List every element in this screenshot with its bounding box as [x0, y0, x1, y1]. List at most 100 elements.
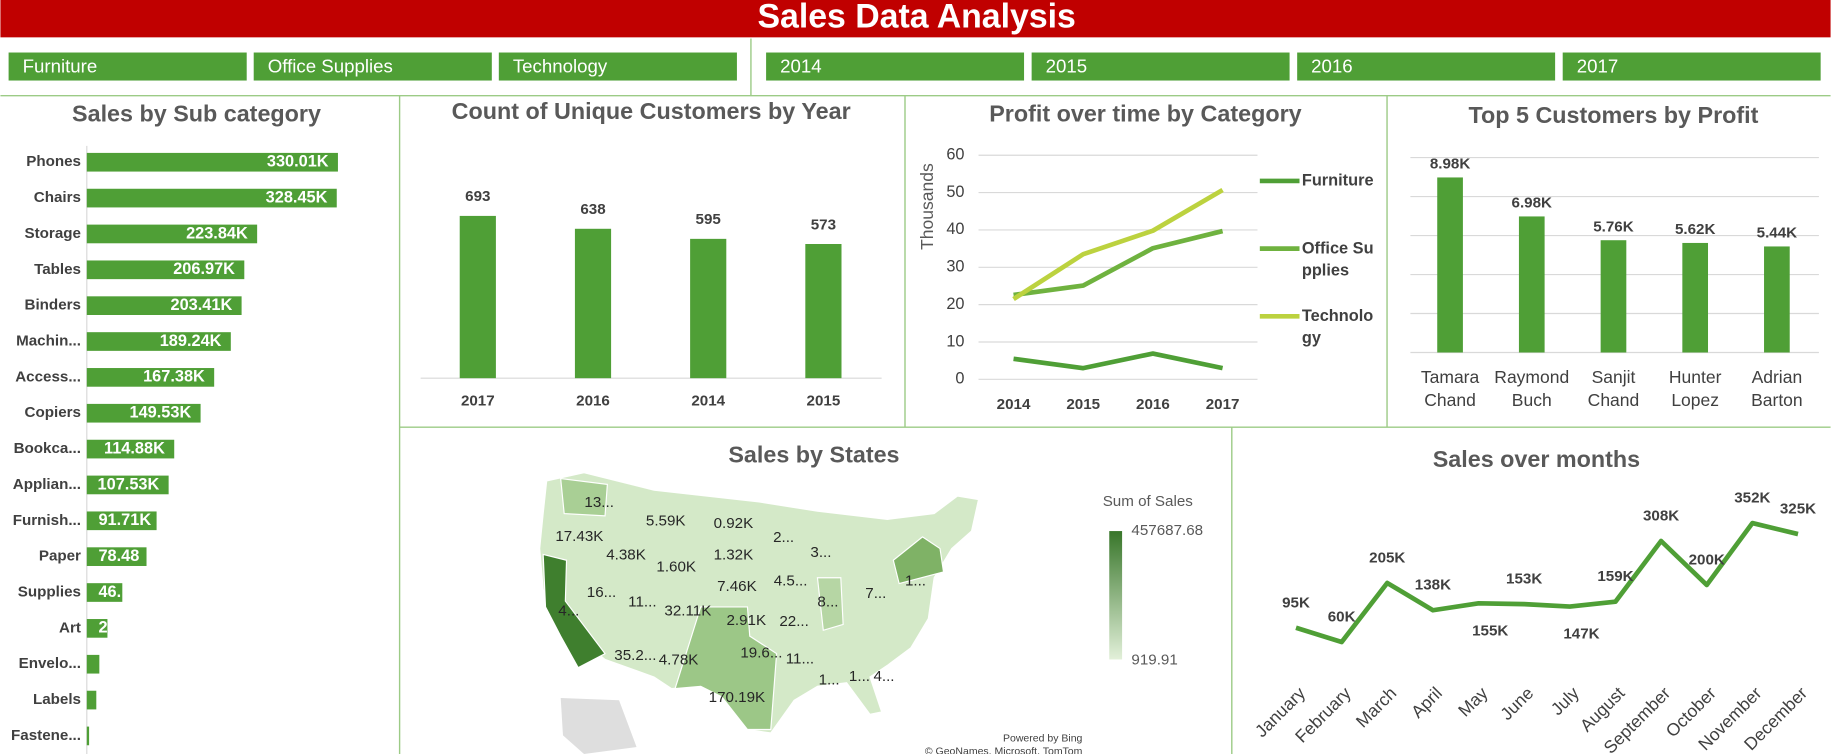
x-tick-label: Raymond Buch [1494, 367, 1570, 411]
slicer-button[interactable] [8, 52, 247, 81]
x-tick-label: Hunter Lopez [1668, 367, 1722, 411]
slicer-label[interactable]: 2016 [1311, 56, 1353, 77]
data-label: 573 [811, 216, 836, 233]
data-label: 352K [1734, 490, 1770, 507]
x-tick-label: Adrian Barton [1751, 367, 1803, 411]
y-tick-label: Access... [15, 368, 81, 385]
legend-title: Sum of Sales [1103, 493, 1194, 510]
x-tick-label-box: Tamara Chand [1420, 367, 1480, 411]
data-label: 638 [580, 201, 605, 218]
x-tick-label: May [1454, 683, 1492, 721]
bar [1600, 240, 1627, 353]
data-label: 46. [98, 583, 121, 601]
slicer-button[interactable] [498, 52, 737, 81]
x-tick-label: 2016 [1136, 396, 1170, 413]
legend-label-box: Furniture [1301, 170, 1374, 190]
state-label: 8... [817, 593, 838, 610]
x-tick-label: March [1352, 683, 1401, 732]
chart-title: Profit over time by Category [989, 101, 1301, 127]
line-series [1013, 351, 1224, 371]
y-tick-label: Art [59, 619, 81, 636]
data-label: 60K [1328, 609, 1356, 626]
bar [86, 511, 157, 531]
state [816, 577, 844, 632]
slicer-button[interactable] [766, 52, 1025, 81]
slicer-button[interactable] [1297, 52, 1556, 81]
data-label: 159K [1597, 568, 1633, 585]
us-map [539, 472, 980, 754]
y-tick-label: Machin... [16, 333, 81, 350]
bar [86, 475, 169, 495]
data-label: 8.98K [1430, 156, 1470, 173]
state-label: 13... [584, 494, 614, 511]
data-label: 203.41K [171, 296, 233, 314]
bar [690, 238, 727, 379]
y-tick-label: 50 [946, 183, 964, 201]
y-tick-label: Copiers [25, 404, 81, 421]
chart-title: Top 5 Customers by Profit [1469, 102, 1759, 128]
state-label: 16... [587, 584, 616, 601]
slicer-label[interactable]: Technology [513, 56, 608, 77]
legend-label: Technology [1301, 305, 1374, 347]
x-tick-label: 2017 [1206, 396, 1240, 413]
y-tick-label: Tables [34, 261, 81, 278]
data-label: 107.53K [98, 475, 160, 493]
chart-title: Count of Unique Customers by Year [451, 99, 851, 125]
x-tick-label-box: Adrian Barton [1751, 367, 1803, 411]
bar [459, 215, 496, 379]
slicer-button[interactable] [1562, 52, 1821, 81]
x-tick-label-box: Hunter Lopez [1668, 367, 1722, 411]
y-tick-label: 20 [946, 295, 964, 313]
state-label: 1... [849, 668, 870, 685]
y-tick-label: Fastene... [11, 727, 81, 744]
state-label: 2... [773, 529, 794, 546]
data-label: 693 [465, 188, 490, 205]
bar [86, 224, 258, 244]
state-label: 22... [779, 613, 809, 630]
state-label: 1... [905, 572, 926, 589]
bar [86, 188, 337, 208]
slicer-label[interactable]: Furniture [23, 56, 98, 77]
data-label: 167.38K [143, 368, 205, 386]
data-label: 330.01K [267, 153, 329, 171]
state-label: 17.43K [555, 528, 603, 545]
x-tick-label: 2014 [997, 396, 1031, 413]
bar [1518, 216, 1545, 353]
data-label: 595 [696, 211, 721, 228]
slicer-button[interactable] [253, 52, 492, 81]
slicer-label[interactable]: 2015 [1046, 56, 1088, 77]
slicer-label[interactable]: 2017 [1577, 56, 1619, 77]
y-tick-label: Applian... [13, 476, 81, 493]
bar [86, 260, 245, 280]
slicer-button[interactable] [1031, 52, 1290, 81]
x-tick-label: June [1496, 683, 1537, 724]
state [892, 536, 945, 585]
x-tick-label: July [1547, 683, 1583, 719]
state-label: 32.11K [664, 603, 711, 620]
x-tick-label: 2016 [576, 393, 610, 410]
data-label: 147K [1563, 626, 1599, 643]
state-label: 7.46K [717, 578, 757, 595]
y-tick-label: 10 [946, 332, 964, 350]
data-label: 308K [1643, 507, 1679, 524]
state-label: 11... [628, 593, 656, 610]
data-label: 205K [1369, 549, 1405, 566]
y-tick-label: Binders [25, 297, 81, 314]
chart-title: Sales by States [728, 442, 899, 468]
data-label: 78.48 [98, 547, 139, 565]
x-tick-label: Tamara Chand [1420, 367, 1480, 411]
x-tick-label: 2014 [691, 393, 725, 410]
bar [574, 228, 612, 379]
legend-label: Furniture [1301, 170, 1374, 190]
attribution: Powered by Bing [1003, 733, 1083, 745]
data-label: 2 [98, 619, 107, 637]
slicer-label[interactable]: 2014 [780, 56, 822, 77]
data-label: 223.84K [186, 224, 248, 242]
state-label: 4.38K [606, 547, 646, 564]
slicer-label[interactable]: Office Supplies [268, 56, 393, 77]
data-label: 5.76K [1593, 218, 1633, 235]
bar [86, 547, 147, 566]
data-label: 155K [1472, 622, 1508, 639]
data-label: 153K [1506, 571, 1542, 588]
